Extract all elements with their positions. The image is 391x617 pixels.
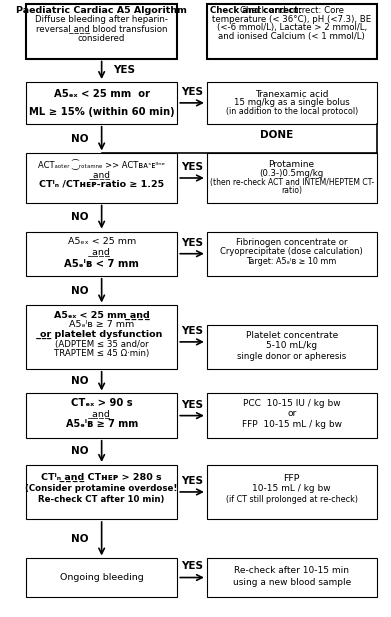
Text: Diffuse bleeding after heparin-: Diffuse bleeding after heparin- bbox=[35, 15, 168, 24]
Text: NO: NO bbox=[71, 212, 88, 222]
Text: ̲a̲n̲d̲: ̲a̲n̲d̲ bbox=[93, 408, 111, 418]
Text: Protamine: Protamine bbox=[269, 160, 315, 169]
FancyBboxPatch shape bbox=[207, 231, 377, 276]
FancyBboxPatch shape bbox=[207, 465, 377, 519]
Text: considered: considered bbox=[78, 34, 126, 43]
Text: (ADPTEM ≤ 35 and/or: (ADPTEM ≤ 35 and/or bbox=[55, 340, 149, 349]
Text: Tranexamic acid: Tranexamic acid bbox=[255, 89, 328, 99]
Text: ratio): ratio) bbox=[281, 186, 302, 195]
Text: PCC  10-15 IU / kg bw: PCC 10-15 IU / kg bw bbox=[243, 399, 341, 408]
Text: NO: NO bbox=[71, 134, 88, 144]
FancyBboxPatch shape bbox=[207, 325, 377, 369]
Text: single donor or apheresis: single donor or apheresis bbox=[237, 352, 346, 361]
FancyBboxPatch shape bbox=[207, 154, 377, 202]
Text: ̲a̲n̲d̲: ̲a̲n̲d̲ bbox=[93, 247, 111, 256]
Text: and ionised Calcium (< 1 mmol/L): and ionised Calcium (< 1 mmol/L) bbox=[218, 32, 365, 41]
Text: A5ₔᴵʙ ≥ 7 mm: A5ₔᴵʙ ≥ 7 mm bbox=[66, 419, 138, 429]
Text: temperature (< 36°C), pH (<7.3), BE: temperature (< 36°C), pH (<7.3), BE bbox=[212, 15, 371, 23]
Text: CTᴵₙ /CTʜᴇᴘ-ratio ≥ 1.25: CTᴵₙ /CTʜᴇᴘ-ratio ≥ 1.25 bbox=[39, 180, 164, 189]
FancyBboxPatch shape bbox=[26, 394, 177, 438]
Text: reversal ̲a̲n̲d̲ blood transfusion: reversal ̲a̲n̲d̲ blood transfusion bbox=[36, 25, 167, 33]
FancyBboxPatch shape bbox=[207, 394, 377, 438]
Text: A5ₔᴵʙ ≥ 7 mm: A5ₔᴵʙ ≥ 7 mm bbox=[69, 320, 134, 329]
Text: Target: A5ₔᴵʙ ≥ 10 mm: Target: A5ₔᴵʙ ≥ 10 mm bbox=[246, 257, 337, 266]
Text: Paediatric Cardiac A5 Algorithm: Paediatric Cardiac A5 Algorithm bbox=[16, 6, 187, 15]
Text: 15 mg/kg as a single bolus: 15 mg/kg as a single bolus bbox=[234, 98, 350, 107]
Text: Re-check CT after 10 min): Re-check CT after 10 min) bbox=[38, 495, 165, 504]
FancyBboxPatch shape bbox=[26, 231, 177, 276]
FancyBboxPatch shape bbox=[207, 82, 377, 124]
Text: CTₑₓ > 90 s: CTₑₓ > 90 s bbox=[71, 399, 133, 408]
Text: NO: NO bbox=[71, 534, 88, 544]
Text: (Consider protamine overdose!: (Consider protamine overdose! bbox=[25, 484, 178, 493]
Text: Ongoing bleeding: Ongoing bleeding bbox=[60, 573, 143, 582]
Text: using a new blood sample: using a new blood sample bbox=[233, 578, 351, 587]
Text: A5ₔᴵʙ < 7 mm: A5ₔᴵʙ < 7 mm bbox=[64, 259, 139, 268]
Text: Fibrinogen concentrate or: Fibrinogen concentrate or bbox=[236, 238, 348, 247]
Text: ACTₐₒₜₑᵣ ⁐ᵣₒₜₐₘₙₑ >> ACTʙᴀˢᴇˡᴵⁿᵉ: ACTₐₒₜₑᵣ ⁐ᵣₒₜₐₘₙₑ >> ACTʙᴀˢᴇˡᴵⁿᵉ bbox=[38, 159, 165, 170]
Text: ̲o̲r̲ platelet dysfunction: ̲o̲r̲ platelet dysfunction bbox=[40, 330, 163, 339]
Text: Check and correct:: Check and correct: bbox=[210, 6, 302, 15]
FancyBboxPatch shape bbox=[26, 4, 177, 59]
Text: Cryoprecipitate (dose calculation): Cryoprecipitate (dose calculation) bbox=[220, 247, 363, 257]
Text: ML ≥ 15% (within 60 min): ML ≥ 15% (within 60 min) bbox=[29, 107, 174, 117]
Text: (0.3-)0.5mg/kg: (0.3-)0.5mg/kg bbox=[260, 168, 324, 178]
Text: FFP  10-15 mL / kg bw: FFP 10-15 mL / kg bw bbox=[242, 420, 342, 429]
Text: or: or bbox=[287, 409, 296, 418]
Text: YES: YES bbox=[113, 65, 135, 75]
Text: A5ₑₓ < 25 mm: A5ₑₓ < 25 mm bbox=[68, 237, 136, 246]
Text: YES: YES bbox=[181, 162, 203, 172]
FancyBboxPatch shape bbox=[26, 154, 177, 202]
Text: (in addition to the local protocol): (in addition to the local protocol) bbox=[226, 107, 358, 116]
FancyBboxPatch shape bbox=[26, 558, 177, 597]
Text: YES: YES bbox=[181, 326, 203, 336]
Text: FFP: FFP bbox=[283, 474, 300, 483]
Text: (if CT still prolonged at re-check): (if CT still prolonged at re-check) bbox=[226, 495, 358, 504]
Text: TRAPTEM ≤ 45 Ω·min): TRAPTEM ≤ 45 Ω·min) bbox=[54, 349, 149, 358]
Text: YES: YES bbox=[181, 400, 203, 410]
Text: NO: NO bbox=[71, 286, 88, 296]
Text: Check and correct: Core: Check and correct: Core bbox=[240, 6, 344, 15]
FancyBboxPatch shape bbox=[26, 305, 177, 369]
Text: Re-check after 10-15 min: Re-check after 10-15 min bbox=[234, 566, 349, 574]
Text: DONE: DONE bbox=[260, 130, 294, 140]
Text: ̲a̲n̲d̲: ̲a̲n̲d̲ bbox=[93, 170, 110, 179]
Text: Platelet concentrate: Platelet concentrate bbox=[246, 331, 338, 340]
Text: (then re-check ACT and INTEM/HEPTEM CT-: (then re-check ACT and INTEM/HEPTEM CT- bbox=[210, 178, 374, 187]
FancyBboxPatch shape bbox=[26, 465, 177, 519]
Text: CTᴵₙ ̲a̲n̲d̲ CTʜᴇᴘ > 280 s: CTᴵₙ ̲a̲n̲d̲ CTʜᴇᴘ > 280 s bbox=[41, 473, 162, 482]
Text: YES: YES bbox=[181, 476, 203, 486]
Text: YES: YES bbox=[181, 87, 203, 97]
Text: A5ₑₓ < 25 mm  or: A5ₑₓ < 25 mm or bbox=[54, 89, 150, 99]
Text: A5ₑₓ < 25 mm ̲a̲n̲d̲: A5ₑₓ < 25 mm ̲a̲n̲d̲ bbox=[54, 310, 149, 320]
Text: 10-15 mL / kg bw: 10-15 mL / kg bw bbox=[252, 484, 331, 493]
Text: NO: NO bbox=[71, 376, 88, 386]
FancyBboxPatch shape bbox=[26, 82, 177, 124]
Text: 5-10 mL/kg: 5-10 mL/kg bbox=[266, 341, 317, 350]
Text: YES: YES bbox=[181, 561, 203, 571]
FancyBboxPatch shape bbox=[207, 558, 377, 597]
Text: YES: YES bbox=[181, 238, 203, 247]
FancyBboxPatch shape bbox=[207, 4, 377, 59]
Text: (<-6 mmol/L), Lactate > 2 mmol/L,: (<-6 mmol/L), Lactate > 2 mmol/L, bbox=[217, 23, 367, 32]
Text: NO: NO bbox=[71, 446, 88, 457]
